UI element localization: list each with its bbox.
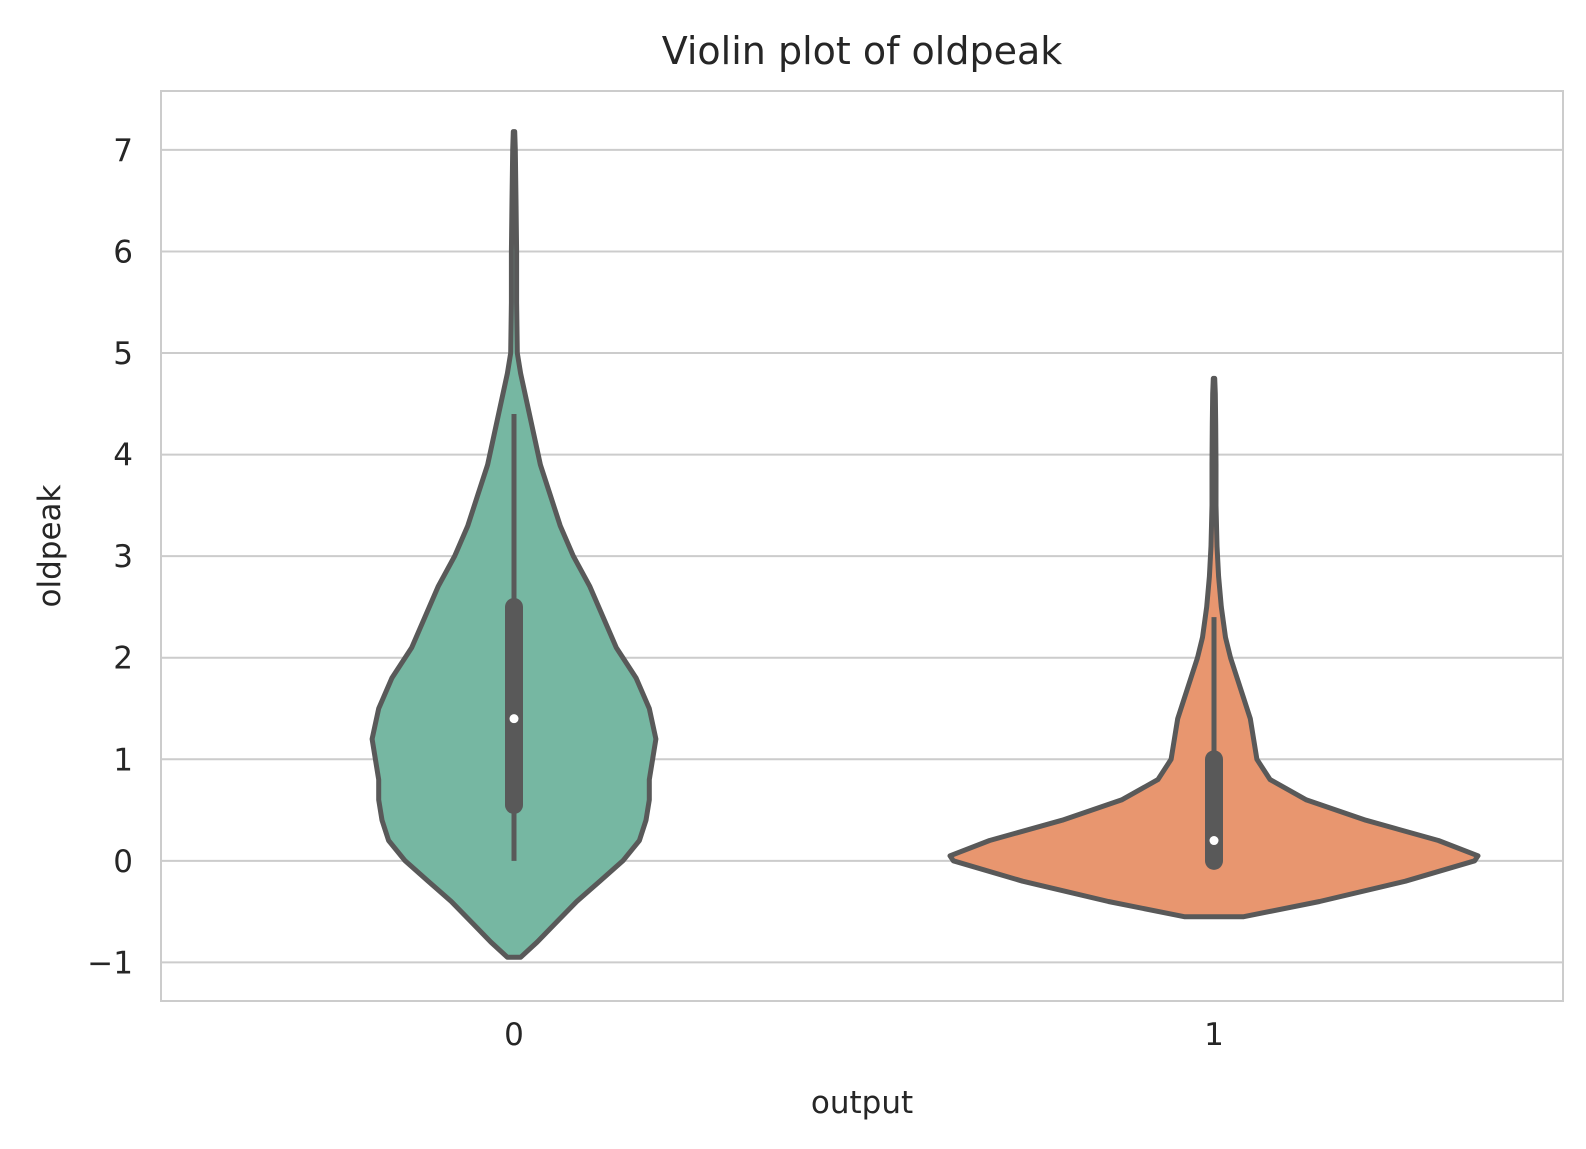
- y-axis-label: oldpeak: [32, 484, 68, 607]
- y-tick-label: 2: [113, 641, 133, 677]
- x-axis-label: output: [811, 1085, 913, 1121]
- y-tick-label: 0: [113, 844, 133, 880]
- median-dot-0: [509, 714, 519, 724]
- chart-title: Violin plot of oldpeak: [662, 29, 1063, 73]
- median-dot-1: [1209, 836, 1219, 846]
- y-tick-label: 3: [113, 539, 133, 575]
- x-tick-label: 0: [504, 1017, 524, 1053]
- inner-boxplots: [505, 413, 1223, 870]
- violins: [369, 129, 1481, 960]
- x-tick-label: 1: [1204, 1017, 1224, 1053]
- y-tick-label: 7: [113, 133, 133, 169]
- y-tick-label: 5: [113, 336, 133, 372]
- y-tick-label: −1: [87, 945, 133, 981]
- y-tick-label: 4: [113, 438, 133, 474]
- y-tick-label: 6: [113, 234, 133, 270]
- plot-frame: [160, 90, 1564, 1002]
- y-tick-label: 1: [113, 742, 133, 778]
- y-tick-labels: −1 0 1 2 3 4 5 6 7: [87, 133, 133, 982]
